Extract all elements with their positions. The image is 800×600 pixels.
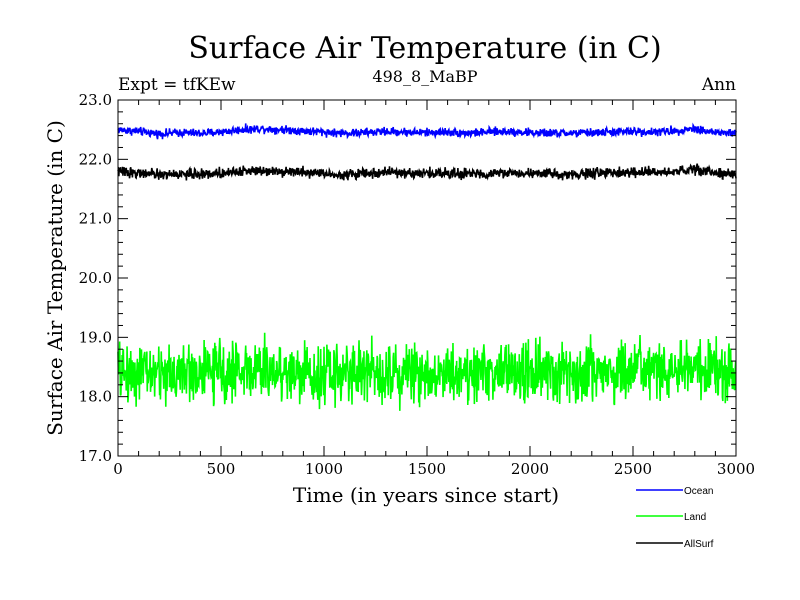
x-tick-label: 1000 xyxy=(305,460,343,478)
x-tick-label: 0 xyxy=(113,460,123,478)
legend-label-ocean: Ocean xyxy=(684,486,713,497)
x-tick-label: 2500 xyxy=(614,460,652,478)
plot-frame xyxy=(117,99,737,457)
y-tick-label: 22.0 xyxy=(79,150,112,168)
x-tick-label: 3000 xyxy=(717,460,755,478)
x-axis-label: Time (in years since start) xyxy=(293,483,559,507)
plot-area xyxy=(117,122,737,411)
season-label: Ann xyxy=(701,75,736,95)
series-line-land xyxy=(117,332,737,411)
y-tick-label: 21.0 xyxy=(79,210,112,228)
x-tick-label: 2000 xyxy=(511,460,549,478)
legend: Ocean Land AllSurf xyxy=(636,486,714,550)
axes: 0 500 1000 1500 2000 2500 3000 17.0 18.0 19.0 20.0… xyxy=(79,91,756,478)
y-tick-label: 18.0 xyxy=(79,388,112,406)
x-tick-label: 1500 xyxy=(408,460,446,478)
x-tick-label: 500 xyxy=(207,460,236,478)
chart-title: Surface Air Temperature (in C) xyxy=(188,31,661,66)
y-tick-label: 23.0 xyxy=(79,91,112,109)
experiment-label: Expt = tfKEw xyxy=(118,75,236,95)
legend-label-land: Land xyxy=(684,512,706,523)
legend-label-allsurf: AllSurf xyxy=(684,539,714,550)
y-tick-label: 19.0 xyxy=(79,328,112,346)
chart-subtitle: 498_8_MaBP xyxy=(372,67,477,86)
y-axis-label: Surface Air Temperature (in C) xyxy=(43,120,67,436)
series-line-allsurf xyxy=(117,163,737,181)
y-tick-label: 17.0 xyxy=(79,447,112,465)
y-tick-label: 20.0 xyxy=(79,269,112,287)
series-line-ocean xyxy=(117,122,737,140)
